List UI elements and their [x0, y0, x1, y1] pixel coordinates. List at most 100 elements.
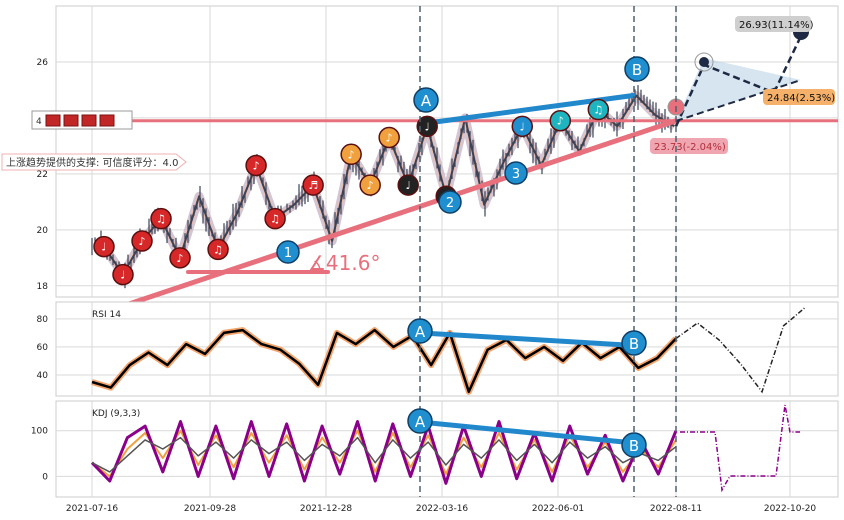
wave-marker-circle: [169, 247, 191, 269]
wave-marker-glyph: ♫: [270, 213, 280, 226]
wave-marker-glyph: ♪: [367, 179, 374, 192]
wave-number-circle: [276, 240, 300, 264]
target-high-label: 26.93(11.14%): [739, 20, 814, 31]
x-tick-label: 2022-10-20: [764, 504, 817, 514]
divergence-marker: B: [621, 432, 647, 458]
wave-marker-glyph: ♫: [213, 243, 223, 256]
divergence-marker: A: [413, 87, 439, 113]
wave-marker-circle: [397, 174, 419, 196]
wave-marker-glyph: ♩: [425, 120, 430, 133]
divergence-marker: A: [407, 318, 433, 344]
divergence-marker-label: B: [629, 335, 639, 353]
wave-marker: ♩: [112, 263, 134, 286]
wave-number-marker: 2: [438, 190, 462, 214]
wave-marker-circle: [378, 126, 400, 149]
wave-marker-glyph: ♪: [348, 148, 355, 161]
kdj-divergence-line: [417, 419, 637, 446]
x-tick-label: 2021-09-28: [184, 504, 237, 514]
wave-marker-circle: [416, 115, 438, 138]
divergence-marker-circle: [413, 87, 439, 113]
wave-marker-glyph: ♪: [177, 252, 184, 265]
wave-marker-glyph: ♪: [557, 115, 564, 128]
wave-marker-glyph: ♫: [156, 213, 166, 226]
divergence-marker: A: [407, 408, 433, 434]
wave-marker-circle: [587, 98, 610, 121]
y-tick-label: 22: [37, 170, 48, 180]
divergence-marker: B: [621, 330, 647, 356]
wave-marker-circle: [264, 207, 286, 230]
target-low-box: [650, 138, 728, 154]
forecast-node: [699, 57, 709, 67]
wave-marker: ♪: [245, 154, 267, 177]
rsi-lines: [91, 307, 806, 395]
y-tick-label: 60: [37, 343, 49, 353]
wave-marker: ♫: [207, 238, 229, 261]
rsi-panel: 40 60 80 RSI 14: [37, 301, 839, 397]
legend-stub-text: 4: [36, 117, 42, 127]
wave-marker: ♪: [169, 247, 191, 269]
kdj-title: KDJ (9,3,3): [92, 409, 140, 419]
wave-marker-glyph: ♫: [593, 104, 603, 117]
divergence-marker-circle: [407, 408, 433, 434]
wave-marker-circle: [112, 263, 134, 286]
wave-marker: ♫: [264, 207, 286, 230]
legend-icon: [99, 114, 115, 127]
kdj-lines: [90, 404, 800, 493]
price-panel: 1820222426 ♩♪♫♩♪♫♪♫♬♪♪♪♩♪♩♩♪♫123 上涨趋势提供的…: [1, 5, 839, 314]
target-high: 26.93(11.14%): [735, 16, 814, 32]
wave-marker-circle: [93, 235, 115, 258]
forecast-node-ring: [694, 52, 714, 72]
price-y-axis: 1820222426: [37, 58, 49, 292]
wave-marker-circle: [245, 154, 267, 177]
x-tick-label: 2022-08-11: [650, 504, 702, 514]
wave-marker: ♫: [150, 207, 172, 230]
rsi-line: [91, 328, 677, 394]
forecast-band: [676, 58, 801, 121]
wave-number-circle: [504, 161, 528, 185]
wave-marker: ♬: [302, 174, 324, 196]
wave-marker-circle: [150, 207, 172, 230]
wave-markers: ♩♪♫♩♪♫♪♫♬♪♪♪♩♪♩♩♪♫123: [93, 98, 610, 286]
marker-date-lines: [419, 6, 677, 497]
support-callout: 上涨趋势提供的支撑: 可信度评分：4.0: [1, 153, 187, 171]
wave-marker: ♩: [397, 174, 419, 196]
legend-icons: [45, 114, 115, 127]
wave-marker: ♪: [378, 126, 400, 149]
kdj-line-d: [91, 436, 677, 473]
legend-icon: [81, 114, 97, 127]
rsi-panel-frame: [55, 301, 839, 397]
wave-marker-glyph: ♬: [308, 179, 318, 192]
kdj-forecast-line: [680, 404, 800, 493]
rsi-y-axis: 40 60 80: [37, 315, 49, 381]
y-tick-label: 80: [37, 315, 49, 325]
wave-number-label: 3: [512, 167, 520, 182]
forecast-path: [674, 35, 803, 127]
wave-marker-glyph: ♩: [120, 269, 125, 282]
wave-marker: ♩: [511, 115, 534, 138]
legend-stub: 4: [31, 110, 133, 130]
wave-number-label: 2: [446, 196, 454, 211]
target-high-box: [735, 16, 811, 32]
legend-icon: [63, 114, 79, 127]
x-tick-label: 2022-03-16: [416, 504, 469, 514]
kdj-y-axis: 0 100: [31, 427, 48, 483]
wave-marker: ♪: [131, 230, 153, 252]
y-tick-label: 18: [37, 282, 49, 292]
support-trend-line: [105, 118, 679, 314]
wave-marker-glyph: ♩: [520, 120, 525, 133]
wave-marker: ♩: [93, 235, 115, 258]
y-tick-label: 40: [37, 371, 49, 381]
wave-marker-circle: [549, 109, 572, 132]
divergence-markers: A B A B A B: [407, 56, 650, 458]
divergence-marker-label: A: [415, 413, 426, 431]
y-tick-label: 0: [42, 472, 48, 482]
wave-number-marker: 3: [504, 161, 528, 185]
legend-icon: [45, 114, 61, 127]
divergence-marker-label: A: [415, 323, 426, 341]
rsi-title: RSI 14: [92, 310, 121, 320]
wave-marker-glyph: ♩: [406, 179, 411, 192]
wave-marker-circle: [340, 143, 362, 166]
wave-marker-circle: [359, 174, 381, 196]
wave-number-circle: [438, 190, 462, 214]
